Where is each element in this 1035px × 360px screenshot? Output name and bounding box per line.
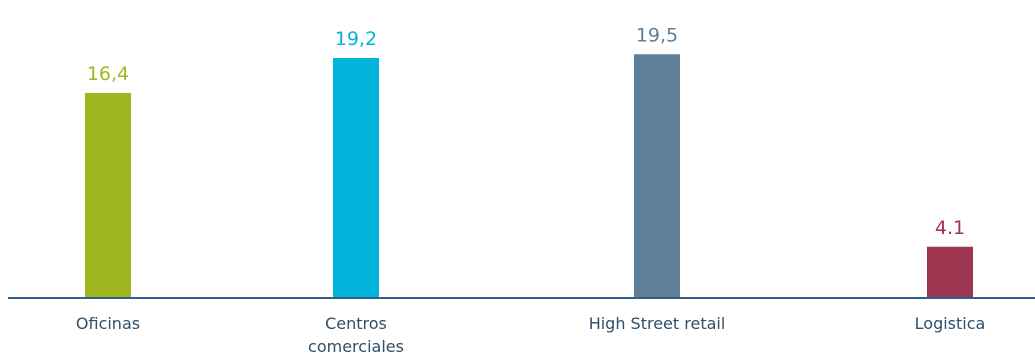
bar-2 (634, 54, 680, 298)
bar-3 (927, 246, 973, 298)
bar-1 (333, 58, 379, 298)
category-label-1: Centros comerciales (308, 314, 404, 356)
category-label-line: comerciales (308, 337, 404, 356)
category-label-line: Centros (325, 314, 387, 333)
bar-value-label-1: 19,2 (335, 28, 377, 50)
bar-0 (85, 93, 131, 298)
category-label-0: Oficinas (76, 314, 140, 333)
bar-value-label-3: 4.1 (935, 217, 965, 239)
value-labels-group: 16,4 19,2 19,5 4.1 (87, 24, 965, 239)
category-label-line: High Street retail (589, 314, 726, 333)
bar-value-label-2: 19,5 (636, 24, 678, 46)
category-labels-group: Oficinas Centros comerciales High Street re… (76, 314, 985, 356)
category-label-line: Logistica (915, 314, 986, 333)
category-label-line: Oficinas (76, 314, 140, 333)
category-label-3: Logistica (915, 314, 986, 333)
category-label-2: High Street retail (589, 314, 726, 333)
bars-group (85, 54, 973, 298)
bar-value-label-0: 16,4 (87, 63, 129, 85)
